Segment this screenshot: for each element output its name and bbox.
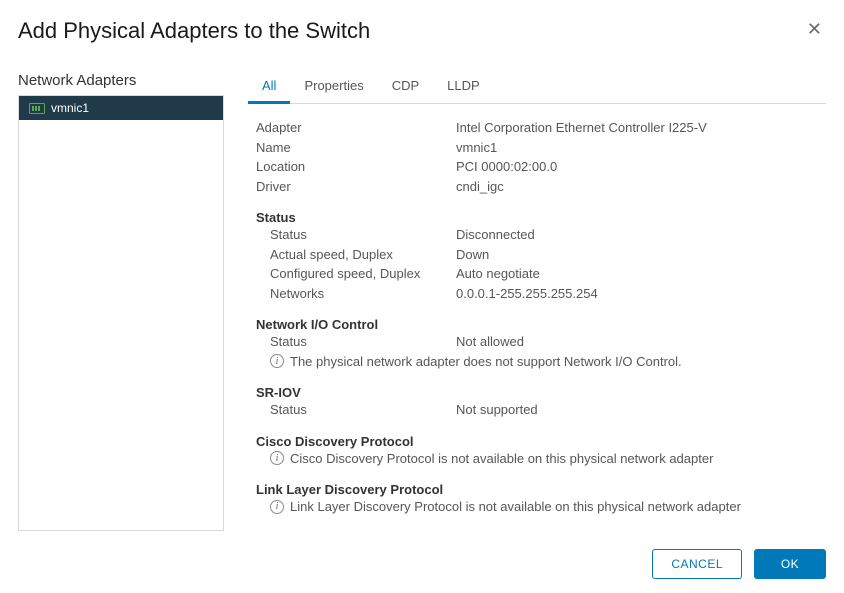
- note-lldp-text: Link Layer Discovery Protocol is not ava…: [290, 497, 741, 517]
- dialog: Add Physical Adapters to the Switch ✕ Ne…: [0, 0, 844, 593]
- value-location: PCI 0000:02:00.0: [456, 157, 822, 177]
- section-status: Status: [256, 210, 822, 225]
- value-status: Disconnected: [456, 225, 822, 245]
- tab-lldp[interactable]: LLDP: [433, 72, 494, 104]
- section-nioc: Network I/O Control: [256, 317, 822, 332]
- value-adapter: Intel Corporation Ethernet Controller I2…: [456, 118, 822, 138]
- label-status: Status: [256, 225, 456, 245]
- tab-properties[interactable]: Properties: [290, 72, 377, 104]
- close-icon[interactable]: ✕: [803, 18, 826, 40]
- info-icon: i: [270, 500, 284, 514]
- value-configured-speed: Auto negotiate: [456, 264, 822, 284]
- dialog-header: Add Physical Adapters to the Switch ✕: [18, 18, 826, 44]
- note-cdp-text: Cisco Discovery Protocol is not availabl…: [290, 449, 713, 469]
- detail-panel[interactable]: AdapterIntel Corporation Ethernet Contro…: [248, 104, 826, 531]
- ok-button[interactable]: OK: [754, 549, 826, 579]
- value-name: vmnic1: [456, 138, 822, 158]
- adapter-list[interactable]: vmnic1: [18, 95, 224, 531]
- right-panel: All Properties CDP LLDP AdapterIntel Cor…: [248, 72, 826, 531]
- dialog-footer: CANCEL OK: [18, 531, 826, 579]
- label-nioc-status: Status: [256, 332, 456, 352]
- label-adapter: Adapter: [256, 118, 456, 138]
- info-icon: i: [270, 451, 284, 465]
- detail-scroll-wrap: AdapterIntel Corporation Ethernet Contro…: [248, 104, 826, 531]
- section-lldp: Link Layer Discovery Protocol: [256, 482, 822, 497]
- label-networks: Networks: [256, 284, 456, 304]
- dialog-body: Network Adapters vmnic1: [18, 72, 826, 531]
- label-name: Name: [256, 138, 456, 158]
- dialog-title: Add Physical Adapters to the Switch: [18, 18, 370, 44]
- section-cdp: Cisco Discovery Protocol: [256, 434, 822, 449]
- note-lldp: i Link Layer Discovery Protocol is not av…: [256, 497, 822, 517]
- info-icon: i: [270, 354, 284, 368]
- note-cdp: i Cisco Discovery Protocol is not availab…: [256, 449, 822, 469]
- label-configured-speed: Configured speed, Duplex: [256, 264, 456, 284]
- value-sriov-status: Not supported: [456, 400, 822, 420]
- value-actual-speed: Down: [456, 245, 822, 265]
- value-networks: 0.0.0.1-255.255.255.254: [456, 284, 822, 304]
- left-panel: Network Adapters vmnic1: [18, 72, 224, 531]
- value-nioc-status: Not allowed: [456, 332, 822, 352]
- tabs: All Properties CDP LLDP: [248, 72, 826, 104]
- label-sriov-status: Status: [256, 400, 456, 420]
- nic-icon: [29, 102, 45, 114]
- section-sriov: SR-IOV: [256, 385, 822, 400]
- label-location: Location: [256, 157, 456, 177]
- note-nioc-text: The physical network adapter does not su…: [290, 352, 682, 372]
- label-driver: Driver: [256, 177, 456, 197]
- tab-all[interactable]: All: [248, 72, 290, 104]
- cancel-button[interactable]: CANCEL: [652, 549, 742, 579]
- adapter-item-vmnic1[interactable]: vmnic1: [19, 96, 223, 120]
- note-nioc: i The physical network adapter does not s…: [256, 352, 822, 372]
- tab-cdp[interactable]: CDP: [378, 72, 433, 104]
- network-adapters-heading: Network Adapters: [18, 72, 224, 89]
- label-actual-speed: Actual speed, Duplex: [256, 245, 456, 265]
- value-driver: cndi_igc: [456, 177, 822, 197]
- adapter-item-label: vmnic1: [51, 101, 89, 115]
